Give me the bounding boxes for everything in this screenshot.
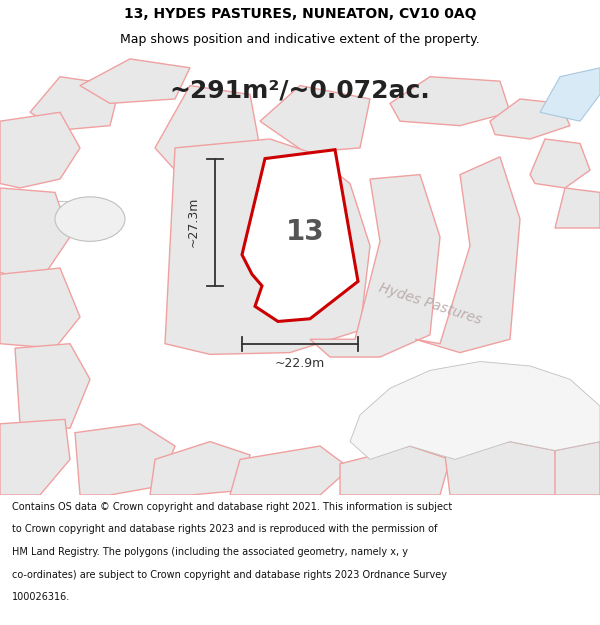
Polygon shape xyxy=(490,99,570,139)
Text: to Crown copyright and database rights 2023 and is reproduced with the permissio: to Crown copyright and database rights 2… xyxy=(12,524,437,534)
Text: Contains OS data © Crown copyright and database right 2021. This information is : Contains OS data © Crown copyright and d… xyxy=(12,501,452,511)
Polygon shape xyxy=(0,268,80,348)
Polygon shape xyxy=(390,77,510,126)
Polygon shape xyxy=(540,68,600,121)
Ellipse shape xyxy=(55,197,125,241)
Text: Hydes Pastures: Hydes Pastures xyxy=(377,281,483,327)
Polygon shape xyxy=(260,86,370,152)
Text: 13: 13 xyxy=(286,219,325,246)
Text: 13, HYDES PASTURES, NUNEATON, CV10 0AQ: 13, HYDES PASTURES, NUNEATON, CV10 0AQ xyxy=(124,7,476,21)
Polygon shape xyxy=(415,157,520,352)
Text: Map shows position and indicative extent of the property.: Map shows position and indicative extent… xyxy=(120,32,480,46)
Text: ~22.9m: ~22.9m xyxy=(275,357,325,370)
Text: ~291m²/~0.072ac.: ~291m²/~0.072ac. xyxy=(170,78,430,102)
Polygon shape xyxy=(555,442,600,495)
Polygon shape xyxy=(0,188,70,281)
Polygon shape xyxy=(15,344,90,428)
Polygon shape xyxy=(230,446,350,495)
Polygon shape xyxy=(530,139,590,188)
Polygon shape xyxy=(445,442,560,495)
Polygon shape xyxy=(310,174,440,357)
Text: ~27.3m: ~27.3m xyxy=(187,197,199,248)
Polygon shape xyxy=(350,361,600,459)
Polygon shape xyxy=(165,139,370,354)
Text: 100026316.: 100026316. xyxy=(12,592,70,602)
Polygon shape xyxy=(0,419,70,495)
Polygon shape xyxy=(242,149,358,321)
Polygon shape xyxy=(0,112,80,188)
Polygon shape xyxy=(150,442,250,495)
Polygon shape xyxy=(155,86,260,174)
Polygon shape xyxy=(80,59,190,103)
Text: co-ordinates) are subject to Crown copyright and database rights 2023 Ordnance S: co-ordinates) are subject to Crown copyr… xyxy=(12,570,447,580)
Polygon shape xyxy=(30,77,120,130)
Text: HM Land Registry. The polygons (including the associated geometry, namely x, y: HM Land Registry. The polygons (includin… xyxy=(12,547,408,557)
Polygon shape xyxy=(555,188,600,228)
Polygon shape xyxy=(75,424,175,495)
Polygon shape xyxy=(340,446,450,495)
